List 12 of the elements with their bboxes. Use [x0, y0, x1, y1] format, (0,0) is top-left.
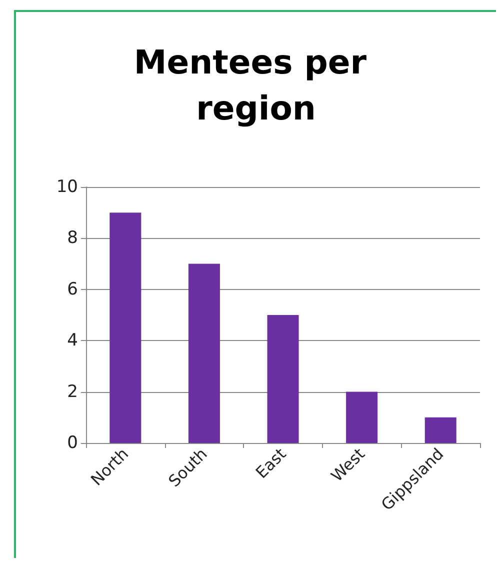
y-tick-label: 2 — [67, 382, 78, 402]
y-tick-label: 8 — [67, 228, 78, 248]
chart-title: Mentees per region — [134, 42, 378, 128]
bar — [346, 392, 378, 443]
bar — [188, 264, 220, 443]
bar — [110, 212, 142, 443]
y-tick-label: 6 — [67, 279, 78, 300]
y-tick-label: 0 — [67, 433, 78, 453]
bar — [267, 315, 299, 443]
y-tick-label: 4 — [67, 330, 78, 351]
bar — [424, 417, 456, 443]
y-tick-label: 10 — [56, 177, 78, 197]
